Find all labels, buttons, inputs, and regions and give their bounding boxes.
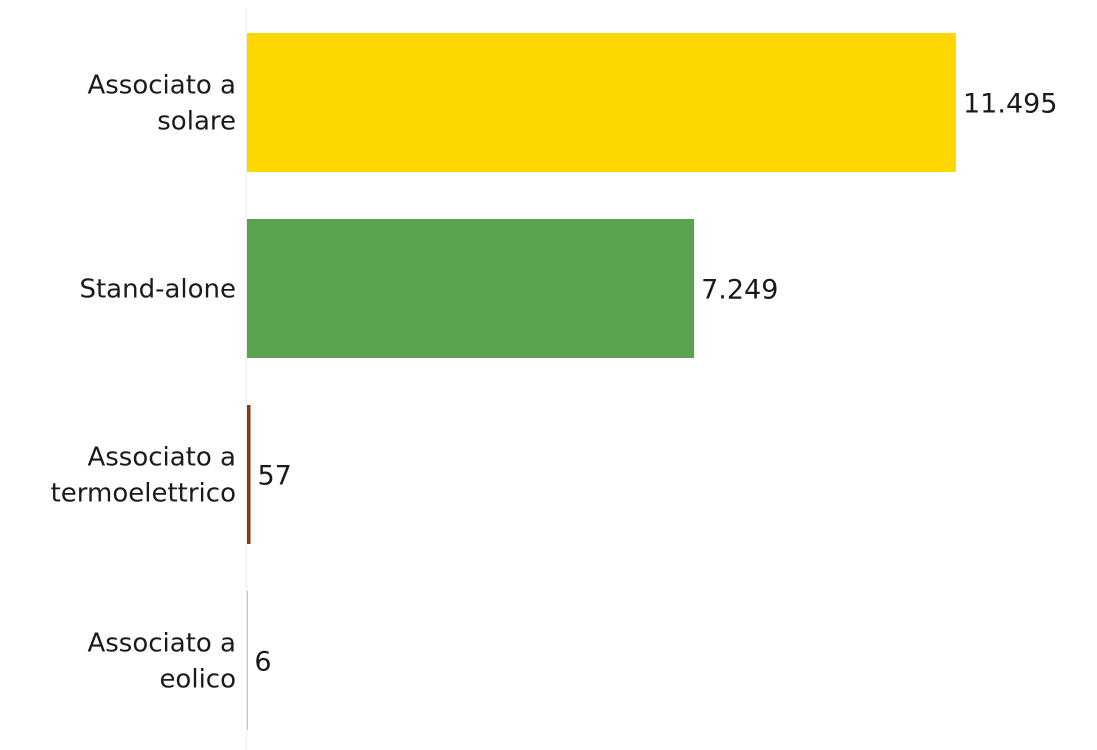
category-label-0: Associato a solare [87, 71, 236, 137]
value-label-3: 6 [254, 647, 271, 678]
category-label-line: Associato a [87, 443, 236, 473]
bar-0 [247, 33, 956, 172]
value-label-2: 57 [258, 461, 292, 492]
bar-1 [247, 219, 695, 358]
category-label-line: Associato a [87, 71, 236, 101]
category-label-line: Stand-alone [79, 275, 236, 305]
category-label-1: Stand-alone [79, 275, 236, 305]
bars-group [247, 33, 956, 730]
category-label-2: Associato a termoelettrico [51, 443, 236, 509]
category-label-3: Associato a eolico [87, 629, 236, 695]
category-label-line: eolico [159, 665, 236, 695]
value-labels-group: 11.495 7.249 57 6 [254, 89, 1057, 678]
category-label-line: solare [157, 107, 236, 137]
category-label-line: termoelettrico [51, 479, 236, 509]
value-label-0: 11.495 [963, 89, 1057, 120]
value-label-1: 7.249 [701, 275, 778, 306]
category-label-line: Associato a [87, 629, 236, 659]
bar-2 [247, 405, 251, 544]
category-labels-group: Associato a solare Stand-alone Associato a t… [51, 71, 236, 695]
